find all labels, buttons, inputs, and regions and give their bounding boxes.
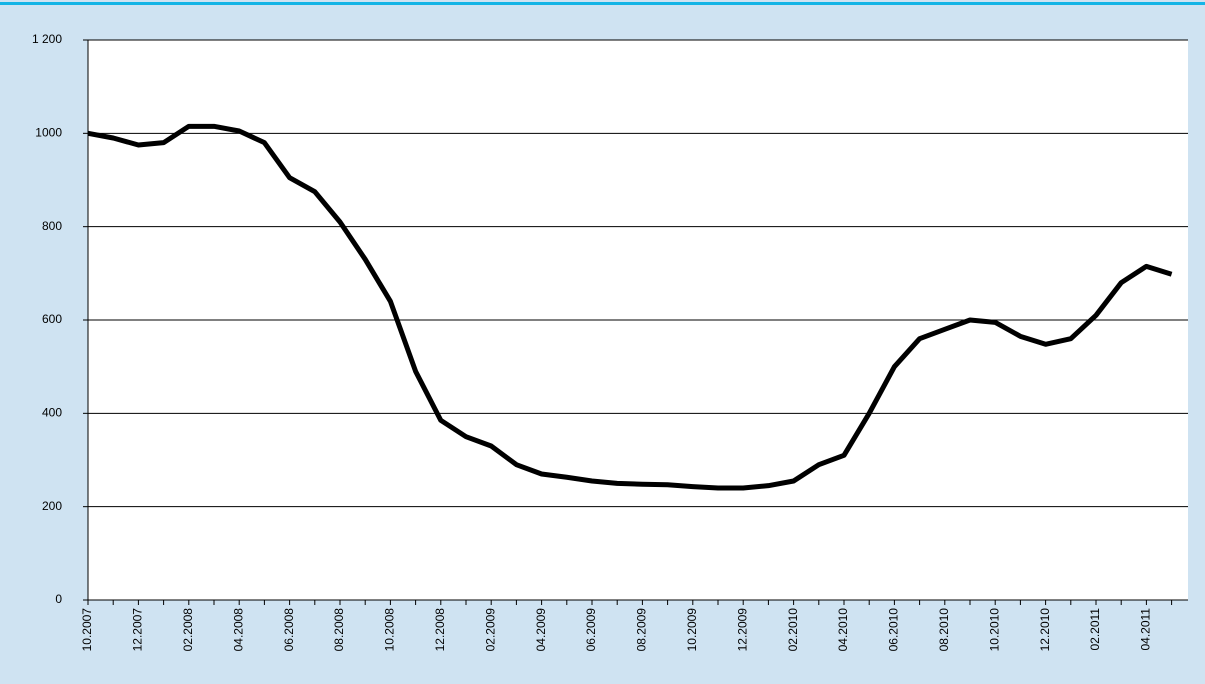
x-tick-label: 02.2011 — [1088, 608, 1102, 651]
y-tick-label: 0 — [55, 592, 62, 606]
x-tick-label: 02.2008 — [181, 608, 195, 652]
y-tick-label: 400 — [42, 406, 62, 420]
x-tick-label: 06.2010 — [887, 608, 901, 652]
x-tick-label: 04.2011 — [1139, 608, 1153, 651]
y-tick-label: 600 — [42, 312, 62, 326]
x-tick-label: 04.2008 — [231, 608, 245, 652]
x-tick-label: 02.2010 — [786, 608, 800, 652]
x-tick-label: 12.2010 — [1038, 608, 1052, 652]
x-tick-label: 08.2010 — [937, 608, 951, 652]
y-tick-label: 200 — [42, 499, 62, 513]
x-tick-label: 10.2008 — [383, 608, 397, 652]
x-tick-label: 06.2009 — [584, 608, 598, 652]
x-tick-label: 04.2010 — [836, 608, 850, 652]
x-tick-label: 12.2009 — [735, 608, 749, 652]
x-tick-label: 06.2008 — [282, 608, 296, 652]
x-tick-label: 08.2009 — [635, 608, 649, 652]
x-tick-label: 02.2009 — [483, 608, 497, 652]
y-tick-label: 800 — [42, 219, 62, 233]
y-tick-label: 1000 — [35, 126, 62, 140]
x-tick-label: 12.2008 — [433, 608, 447, 652]
top-border — [0, 2, 1205, 5]
x-tick-label: 10.2007 — [80, 608, 94, 652]
y-tick-label: 1 200 — [32, 32, 62, 46]
x-tick-label: 10.2010 — [987, 608, 1001, 652]
line-series — [87, 123, 1173, 491]
x-tick-label: 04.2009 — [534, 608, 548, 652]
x-tick-label: 10.2009 — [685, 608, 699, 652]
x-tick-label: 12.2007 — [131, 608, 145, 652]
x-tick-label: 08.2008 — [332, 608, 346, 652]
